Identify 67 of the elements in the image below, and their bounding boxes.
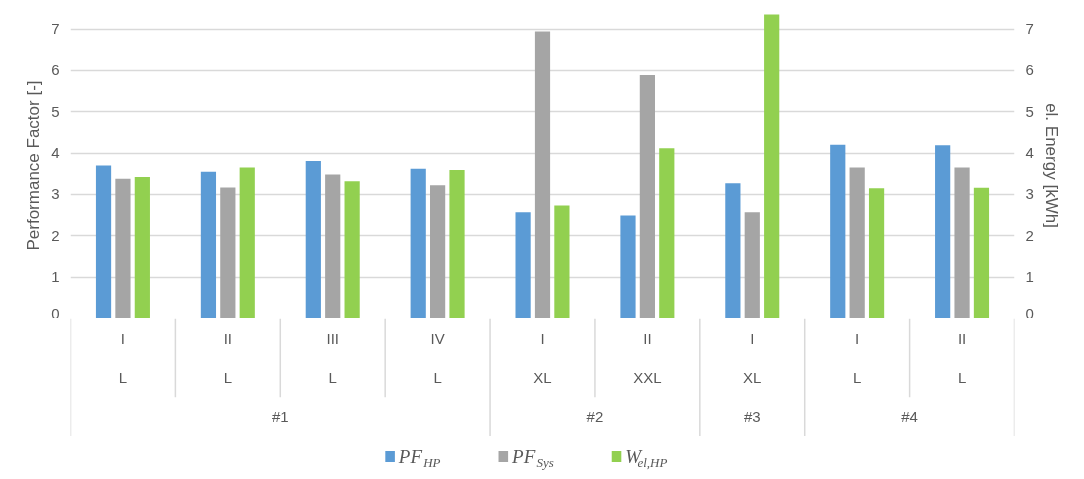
bar <box>534 31 551 318</box>
category-label: XXL <box>633 369 662 386</box>
bar <box>973 187 990 318</box>
y2-tick-label: 6 <box>1025 61 1034 79</box>
category-label: I <box>750 329 755 347</box>
y2-tick-label: 4 <box>1025 144 1034 162</box>
bar <box>449 170 465 318</box>
category-label: #4 <box>901 408 918 426</box>
bar <box>639 74 655 318</box>
y2-tick-label: 2 <box>1025 226 1034 244</box>
y-tick-label: 4 <box>51 144 60 162</box>
y-tick-label: 6 <box>51 61 60 79</box>
bar <box>725 183 741 318</box>
y2-tick-label: 7 <box>1025 20 1034 38</box>
category-label: XL <box>743 369 762 386</box>
bar <box>868 188 885 318</box>
y2-tick-label: 3 <box>1025 185 1034 203</box>
bar <box>744 212 760 318</box>
y-axis-title: Performance Factor [-] <box>24 80 44 251</box>
bar <box>115 178 131 318</box>
bar <box>239 167 255 318</box>
y2-tick-label: 5 <box>1025 102 1034 120</box>
category-label: #2 <box>586 408 604 426</box>
category-label: XL <box>533 369 552 386</box>
category-label: III <box>326 329 339 347</box>
bar <box>200 171 217 318</box>
y-tick-label: 5 <box>51 102 60 120</box>
category-label: I <box>540 329 545 347</box>
category-label: #3 <box>743 408 761 426</box>
y-tick-label: 0 <box>51 304 60 322</box>
y-tick-label: 7 <box>51 20 60 38</box>
bar <box>849 167 865 318</box>
category-label: II <box>223 329 233 347</box>
y2-axis-title: el. Energy [kWh] <box>1041 103 1061 228</box>
bar <box>430 185 446 318</box>
y-tick-label: 1 <box>51 268 60 286</box>
bar <box>134 177 150 318</box>
category-label: I <box>120 329 126 347</box>
category-label: L <box>433 369 442 386</box>
category-label: L <box>118 369 128 386</box>
bar <box>554 205 570 318</box>
y-tick-label: 3 <box>51 185 60 203</box>
bar <box>220 187 236 318</box>
category-label: I <box>855 329 860 347</box>
bar <box>515 212 531 318</box>
bar <box>305 160 321 318</box>
category-label: L <box>328 369 337 386</box>
bar <box>325 174 341 318</box>
y2-tick-label: 1 <box>1025 268 1034 286</box>
y-tick-label: 2 <box>51 226 60 244</box>
category-label: L <box>223 369 233 386</box>
bar <box>620 215 636 318</box>
bar <box>954 167 970 318</box>
bar <box>344 181 360 318</box>
bar <box>659 148 675 318</box>
category-label: II <box>643 329 652 347</box>
bar <box>935 145 951 318</box>
bar <box>764 14 780 318</box>
category-label: L <box>853 369 862 386</box>
bar <box>410 168 426 318</box>
bar <box>95 165 112 318</box>
category-label: II <box>957 329 967 347</box>
category-label: IV <box>430 329 445 347</box>
bar <box>830 144 846 318</box>
category-label: L <box>957 369 967 386</box>
y2-tick-label: 0 <box>1025 304 1034 322</box>
category-label: #1 <box>271 408 289 426</box>
